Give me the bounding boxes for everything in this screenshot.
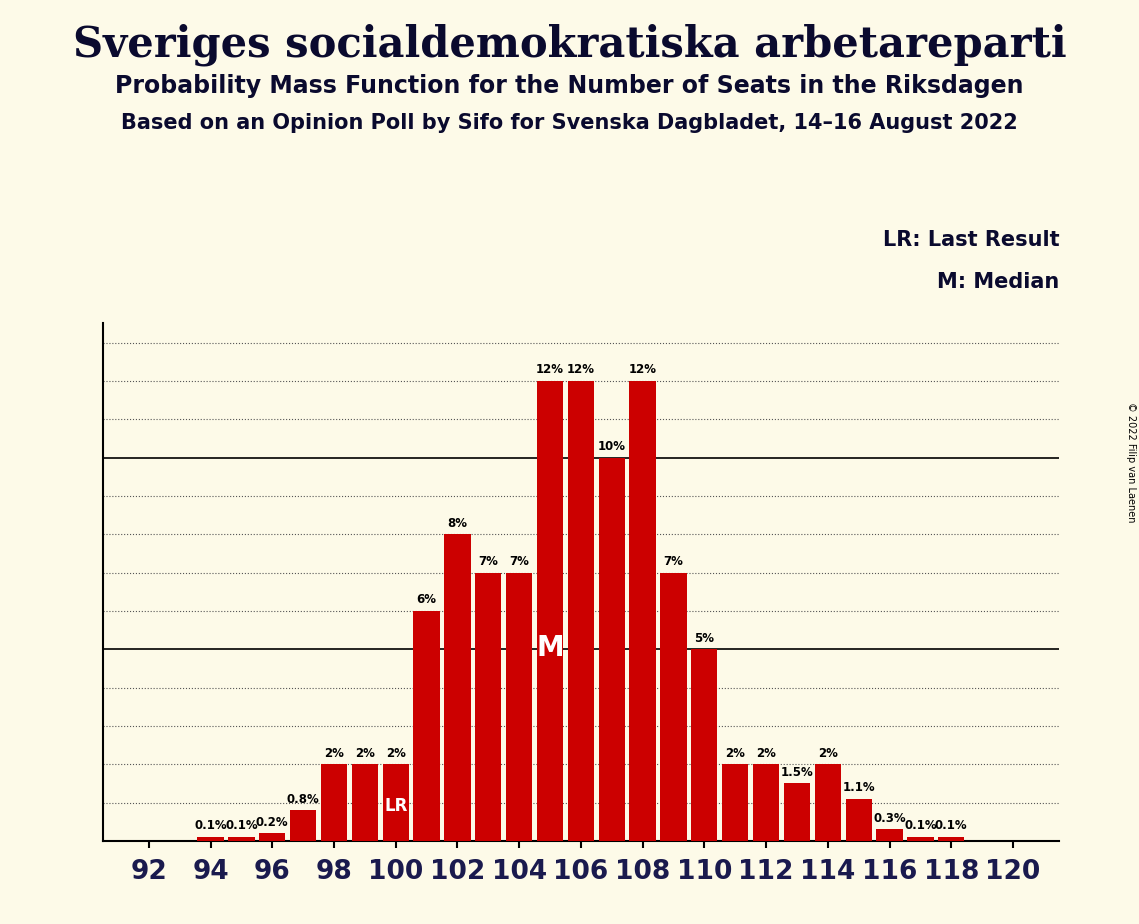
Text: 2%: 2% (726, 747, 745, 760)
Bar (413, 611, 440, 841)
Text: 0.1%: 0.1% (935, 820, 967, 833)
Text: Sveriges socialdemokratiska arbetareparti: Sveriges socialdemokratiska arbetarepart… (73, 23, 1066, 66)
Text: 5%: 5% (695, 632, 714, 645)
Text: 2%: 2% (756, 747, 776, 760)
Bar (383, 764, 409, 841)
Text: 2%: 2% (355, 747, 375, 760)
Bar (352, 764, 378, 841)
Bar (536, 381, 563, 841)
Bar (845, 798, 871, 841)
Bar (567, 381, 595, 841)
Text: 12%: 12% (629, 363, 656, 376)
Text: 0.8%: 0.8% (287, 793, 320, 806)
Text: 6%: 6% (417, 593, 436, 606)
Text: 7%: 7% (478, 555, 498, 568)
Text: © 2022 Filip van Laenen: © 2022 Filip van Laenen (1126, 402, 1136, 522)
Bar (661, 573, 687, 841)
Bar (814, 764, 841, 841)
Text: 0.1%: 0.1% (226, 820, 257, 833)
Text: 7%: 7% (509, 555, 530, 568)
Text: LR: Last Result: LR: Last Result (883, 230, 1059, 250)
Bar (506, 573, 532, 841)
Bar (290, 810, 317, 841)
Bar (876, 830, 902, 841)
Bar (722, 764, 748, 841)
Bar (753, 764, 779, 841)
Bar (321, 764, 347, 841)
Bar (197, 837, 223, 841)
Text: 0.1%: 0.1% (904, 820, 936, 833)
Bar (630, 381, 656, 841)
Bar (599, 457, 625, 841)
Text: 12%: 12% (567, 363, 595, 376)
Bar (228, 837, 254, 841)
Text: 10%: 10% (598, 440, 625, 453)
Text: 2%: 2% (818, 747, 837, 760)
Text: Probability Mass Function for the Number of Seats in the Riksdagen: Probability Mass Function for the Number… (115, 74, 1024, 98)
Bar (444, 534, 470, 841)
Text: 0.3%: 0.3% (874, 812, 906, 825)
Text: 0.1%: 0.1% (195, 820, 227, 833)
Bar (939, 837, 965, 841)
Text: 7%: 7% (664, 555, 683, 568)
Text: M: M (536, 634, 564, 662)
Text: LR: LR (384, 797, 408, 815)
Text: M: Median: M: Median (937, 272, 1059, 292)
Text: 12%: 12% (536, 363, 564, 376)
Text: 8%: 8% (448, 517, 467, 529)
Text: 2%: 2% (325, 747, 344, 760)
Text: 1.5%: 1.5% (780, 766, 813, 779)
Bar (691, 650, 718, 841)
Text: 1.1%: 1.1% (843, 781, 875, 794)
Bar (260, 833, 286, 841)
Bar (908, 837, 934, 841)
Bar (784, 784, 810, 841)
Text: Based on an Opinion Poll by Sifo for Svenska Dagbladet, 14–16 August 2022: Based on an Opinion Poll by Sifo for Sve… (121, 113, 1018, 133)
Bar (475, 573, 501, 841)
Text: 0.2%: 0.2% (256, 816, 288, 829)
Text: 2%: 2% (386, 747, 405, 760)
